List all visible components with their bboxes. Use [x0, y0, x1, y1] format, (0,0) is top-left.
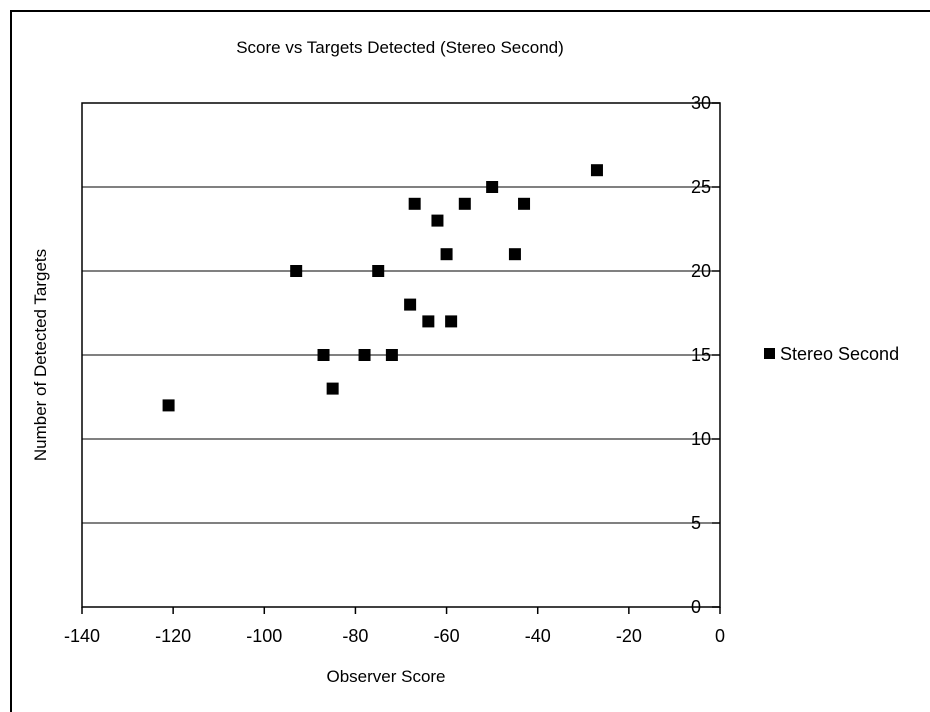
data-point-2: [317, 349, 330, 361]
data-point-7: [404, 298, 417, 311]
data-point-3: [326, 382, 339, 395]
legend-label: Stereo Second: [780, 344, 899, 364]
x-axis: -140 -120 -100 -80 -60 -40 -20 0: [64, 607, 725, 646]
x-tick-label-5: -40: [525, 626, 551, 646]
data-point-1: [290, 265, 303, 277]
data-point-16: [518, 197, 531, 210]
data-point-8: [408, 197, 421, 210]
y-tick-label-6: 30: [691, 93, 711, 113]
series-stereo-second: [162, 164, 603, 412]
data-point-17: [590, 164, 603, 177]
legend: Stereo Second: [764, 344, 899, 364]
data-point-15: [508, 248, 521, 261]
y-tick-label-4: 20: [691, 261, 711, 281]
legend-marker: [764, 348, 775, 359]
chart-frame: [10, 10, 930, 712]
x-tick-label-7: 0: [715, 626, 725, 646]
data-point-13: [458, 197, 471, 210]
data-point-9: [422, 315, 435, 328]
data-point-0: [162, 399, 175, 412]
data-point-14: [486, 181, 499, 193]
y-tick-label-2: 10: [691, 429, 711, 449]
x-tick-label-6: -20: [616, 626, 642, 646]
y-axis-label: Number of Detected Targets: [31, 249, 50, 461]
data-point-11: [440, 248, 453, 261]
y-tick-label-5: 25: [691, 177, 711, 197]
y-tick-label-0: 0: [691, 597, 701, 617]
x-tick-label-2: -100: [246, 626, 282, 646]
data-point-12: [445, 315, 458, 328]
data-point-5: [372, 265, 385, 277]
data-point-4: [358, 349, 371, 361]
y-axis: 0 5 10 15 20 25 30: [691, 93, 720, 617]
chart-title: Score vs Targets Detected (Stereo Second…: [236, 38, 564, 57]
x-axis-label: Observer Score: [326, 667, 445, 686]
y-tick-label-1: 5: [691, 513, 701, 533]
data-point-6: [385, 349, 398, 361]
x-tick-label-4: -60: [434, 626, 460, 646]
gridlines: [82, 186, 720, 524]
x-tick-label-1: -120: [155, 626, 191, 646]
data-point-10: [431, 214, 444, 227]
y-tick-label-3: 15: [691, 345, 711, 365]
x-tick-label-0: -140: [64, 626, 100, 646]
x-tick-label-3: -80: [342, 626, 368, 646]
